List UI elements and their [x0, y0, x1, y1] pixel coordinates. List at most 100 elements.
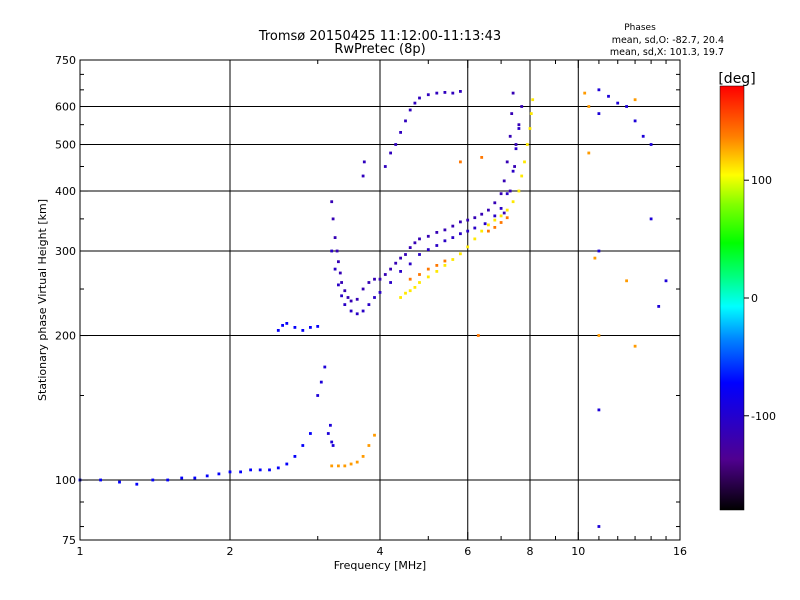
- data-point: [443, 239, 447, 243]
- data-point: [466, 218, 470, 222]
- y-tick-label: 500: [55, 139, 76, 152]
- phase-stats-heading: Phases: [624, 23, 656, 33]
- data-point: [349, 462, 353, 466]
- data-point: [316, 325, 320, 328]
- data-point: [499, 221, 503, 224]
- data-point: [285, 462, 289, 466]
- data-point: [333, 236, 337, 239]
- data-point: [319, 380, 323, 384]
- data-point: [335, 249, 339, 253]
- data-point: [597, 408, 601, 412]
- data-point: [349, 309, 353, 313]
- data-point: [404, 253, 407, 256]
- data-point: [330, 464, 334, 468]
- data-point: [505, 216, 509, 220]
- data-point: [413, 101, 417, 105]
- data-point: [418, 281, 421, 284]
- data-point: [435, 231, 439, 234]
- data-point: [641, 134, 645, 138]
- data-point: [367, 444, 371, 447]
- data-point: [316, 394, 320, 397]
- data-point: [355, 297, 359, 301]
- y-tick-label: 75: [62, 534, 76, 547]
- x-tick-label: 1: [77, 545, 84, 558]
- data-point: [408, 108, 412, 112]
- data-point: [349, 299, 353, 303]
- data-point: [587, 151, 591, 155]
- y-tick-label: 100: [55, 474, 76, 487]
- data-point: [505, 160, 509, 164]
- y-axis-label: Stationary phase Virtual Height [km]: [36, 199, 49, 401]
- data-point: [228, 470, 232, 474]
- data-point: [499, 214, 503, 218]
- data-point: [523, 160, 526, 164]
- data-point: [301, 329, 305, 332]
- data-point: [193, 476, 197, 480]
- data-point: [511, 169, 515, 173]
- data-point: [459, 160, 462, 164]
- data-point: [399, 270, 402, 273]
- data-point: [394, 143, 398, 146]
- data-point: [435, 270, 439, 273]
- data-point: [510, 112, 514, 115]
- data-point: [597, 112, 601, 115]
- data-point: [340, 294, 343, 298]
- data-point: [520, 105, 524, 108]
- data-point: [258, 468, 262, 472]
- data-point: [597, 249, 601, 253]
- data-point: [633, 119, 637, 123]
- data-point: [331, 217, 335, 221]
- data-point: [487, 229, 490, 233]
- data-point: [268, 468, 271, 472]
- data-point: [443, 264, 447, 267]
- chart-subtitle: RwPretec (8p): [334, 42, 425, 57]
- data-point: [493, 218, 497, 222]
- data-point: [625, 279, 628, 283]
- data-point: [531, 98, 535, 102]
- data-point: [528, 127, 532, 130]
- data-point: [151, 478, 155, 482]
- data-point: [373, 296, 376, 299]
- data-point: [361, 309, 365, 313]
- data-point: [443, 228, 447, 232]
- data-point: [330, 200, 334, 204]
- data-point: [389, 281, 392, 284]
- data-point: [597, 88, 601, 92]
- data-point: [399, 131, 402, 134]
- data-point: [511, 91, 515, 95]
- data-point: [451, 258, 455, 261]
- data-point: [508, 189, 512, 193]
- data-point: [525, 143, 529, 146]
- y-tick-label: 400: [55, 185, 76, 198]
- data-point: [426, 275, 430, 279]
- data-point: [499, 192, 503, 196]
- data-point: [499, 207, 503, 210]
- data-point: [337, 464, 340, 468]
- data-point: [333, 267, 337, 271]
- data-point: [293, 455, 297, 458]
- data-point: [514, 147, 518, 151]
- data-point: [505, 208, 509, 212]
- data-point: [180, 476, 184, 480]
- data-point: [118, 480, 121, 484]
- data-point: [517, 123, 521, 127]
- y-tick-label: 200: [55, 330, 76, 343]
- data-point: [276, 329, 280, 332]
- data-point: [309, 326, 312, 329]
- chart-title: Tromsø 20150425 11:12:00-11:13:43: [258, 29, 501, 44]
- data-point: [408, 246, 412, 249]
- data-point: [404, 119, 407, 123]
- data-point: [343, 464, 347, 468]
- data-point: [309, 432, 312, 435]
- data-point: [394, 261, 398, 265]
- data-point: [426, 93, 430, 97]
- data-point: [413, 286, 417, 289]
- data-point: [326, 432, 330, 435]
- data-point: [487, 223, 490, 227]
- data-point: [367, 303, 371, 306]
- data-point: [285, 322, 289, 325]
- data-point: [476, 334, 480, 337]
- data-point: [473, 216, 477, 220]
- data-point: [597, 525, 601, 528]
- data-point: [505, 192, 509, 196]
